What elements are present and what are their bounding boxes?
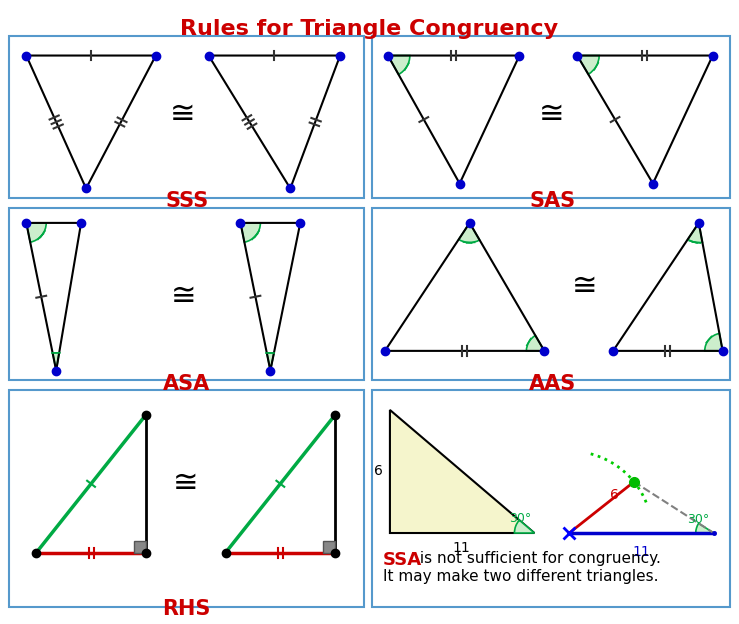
Text: 11: 11 <box>633 545 650 559</box>
Polygon shape <box>323 541 335 553</box>
Wedge shape <box>577 56 599 74</box>
Text: ≅: ≅ <box>171 282 197 311</box>
Text: ASA: ASA <box>163 374 211 394</box>
Text: AAS: AAS <box>528 374 576 394</box>
Text: ≅: ≅ <box>571 273 597 301</box>
Text: 6: 6 <box>374 464 383 478</box>
Text: 30°: 30° <box>687 513 709 526</box>
Bar <box>372 390 729 607</box>
Bar <box>372 36 729 198</box>
Text: 6: 6 <box>610 489 619 502</box>
Bar <box>10 208 364 381</box>
Wedge shape <box>688 223 702 243</box>
Text: It may make two different triangles.: It may make two different triangles. <box>383 570 658 585</box>
Text: is not sufficient for congruency.: is not sufficient for congruency. <box>415 551 661 566</box>
Wedge shape <box>267 353 274 371</box>
Wedge shape <box>27 223 47 242</box>
Wedge shape <box>388 56 410 74</box>
Text: 11: 11 <box>453 541 471 555</box>
Wedge shape <box>514 520 534 533</box>
Wedge shape <box>526 336 545 351</box>
Bar <box>10 390 364 607</box>
Text: 30°: 30° <box>509 512 532 525</box>
Bar <box>10 36 364 198</box>
Wedge shape <box>705 333 723 351</box>
Text: RHS: RHS <box>163 599 211 619</box>
Text: Rules for Triangle Congruency: Rules for Triangle Congruency <box>180 19 558 39</box>
Text: ≅: ≅ <box>170 100 195 129</box>
Text: SAS: SAS <box>529 192 576 212</box>
Text: SSA: SSA <box>383 551 422 568</box>
Text: ≅: ≅ <box>539 100 564 129</box>
Text: SSS: SSS <box>165 192 208 212</box>
Wedge shape <box>459 223 480 243</box>
Polygon shape <box>390 410 534 533</box>
Wedge shape <box>696 524 714 533</box>
Text: ≅: ≅ <box>173 469 199 499</box>
Bar <box>372 208 729 381</box>
Polygon shape <box>134 541 146 553</box>
Wedge shape <box>240 223 260 242</box>
Wedge shape <box>52 353 59 371</box>
